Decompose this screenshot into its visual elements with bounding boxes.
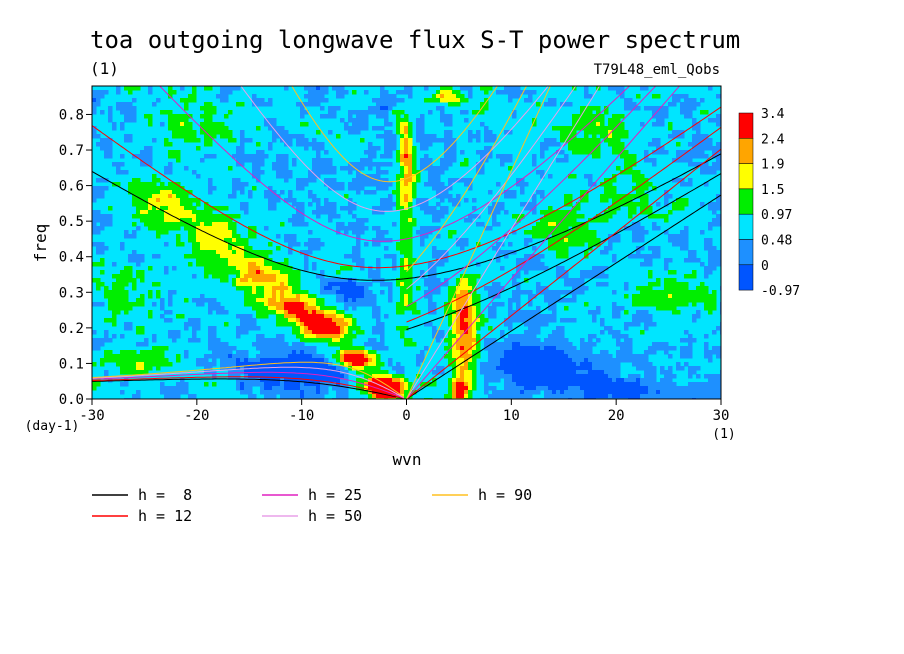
eig0-curve-h12 bbox=[406, 126, 721, 323]
heatmap-field bbox=[92, 86, 721, 399]
inertia-gravity-curve-h8 bbox=[92, 153, 721, 281]
colorbar-swatch bbox=[738, 188, 754, 215]
y-tick-label: 0.3 bbox=[59, 285, 84, 301]
colorbar-level-label: 0 bbox=[761, 259, 769, 274]
y-unit-label: (day-1) bbox=[25, 419, 80, 434]
y-tick-label: 0.2 bbox=[59, 321, 84, 337]
inertia-gravity-curve-h90 bbox=[291, 86, 498, 183]
kelvin-curve-h8 bbox=[406, 194, 721, 399]
inertia-gravity-curve-h25 bbox=[159, 86, 631, 242]
eig0-curve-h90 bbox=[406, 86, 528, 273]
eig0-curve-h50 bbox=[406, 86, 577, 290]
colorbar-level-label: 0.48 bbox=[761, 234, 792, 249]
y-tick-label: 0.8 bbox=[59, 107, 84, 123]
legend-label: h = 50 bbox=[308, 507, 362, 525]
rossby-curve-h25 bbox=[92, 371, 405, 399]
kelvin-curve-h12 bbox=[406, 148, 721, 399]
x-tick-label: -30 bbox=[79, 408, 104, 424]
colorbar-swatch bbox=[738, 112, 754, 139]
y-tick-label: 0.7 bbox=[59, 143, 84, 159]
eig0-curve-h8 bbox=[406, 173, 721, 330]
y-tick-label: 0.4 bbox=[59, 250, 84, 266]
run-label: T79L48_eml_Qobs bbox=[594, 62, 720, 78]
chart-subtitle: (1) bbox=[90, 59, 119, 78]
rossby-curve-h8 bbox=[92, 378, 404, 399]
kelvin-curve-h50 bbox=[406, 86, 601, 399]
colorbar-swatch bbox=[738, 264, 754, 291]
x-tick-label: 20 bbox=[608, 408, 625, 424]
rossby-curve-h50 bbox=[92, 366, 405, 399]
colorbar-level-label: 2.4 bbox=[761, 132, 785, 147]
colorbar-swatch bbox=[738, 213, 754, 240]
eig0-curve-h25 bbox=[406, 86, 657, 308]
colorbar-level-label: 1.5 bbox=[761, 183, 784, 198]
y-tick-label: 0.6 bbox=[59, 179, 84, 195]
legend-label: h = 25 bbox=[308, 486, 362, 504]
kelvin-curve-h25 bbox=[406, 86, 681, 399]
colorbar-level-label: 3.4 bbox=[761, 107, 785, 122]
y-axis: 0.0 0.1 0.2 0.3 0.4 0.5 0.6 0.7 0.8 bbox=[59, 107, 92, 408]
colorbar-level-label: -0.97 bbox=[761, 284, 800, 299]
x-axis: -30 -20 -10 0 10 20 30 bbox=[79, 399, 729, 424]
colorbar: 3.4 2.4 1.9 1.5 0.97 0.48 0 -0.97 bbox=[738, 107, 800, 299]
x-tick-label: -10 bbox=[289, 408, 314, 424]
inertia-gravity-curve-h12 bbox=[92, 106, 721, 269]
x-tick-label: 0 bbox=[402, 408, 410, 424]
colorbar-level-label: 0.97 bbox=[761, 208, 792, 223]
inertia-gravity-curve-h50 bbox=[240, 86, 549, 212]
x-tick-label: -20 bbox=[184, 408, 209, 424]
chart-title: toa outgoing longwave flux S-T power spe… bbox=[90, 26, 740, 54]
colorbar-swatch bbox=[738, 239, 754, 266]
y-tick-label: 0.1 bbox=[59, 356, 84, 372]
x-unit-label: (1) bbox=[712, 427, 735, 442]
colorbar-level-label: 1.9 bbox=[761, 158, 784, 173]
legend-label: h = 90 bbox=[478, 486, 532, 504]
x-axis-label: wvn bbox=[393, 450, 422, 469]
y-tick-label: 0.5 bbox=[59, 214, 84, 230]
colorbar-swatch bbox=[738, 163, 754, 190]
y-axis-label: freq bbox=[31, 224, 50, 263]
kelvin-curve-h90 bbox=[406, 86, 551, 399]
legend-label: h = 8 bbox=[138, 486, 192, 504]
colorbar-swatch bbox=[738, 138, 754, 164]
x-tick-label: 30 bbox=[713, 408, 730, 424]
y-tick-label: 0.0 bbox=[59, 392, 84, 408]
legend: h = 8 h = 12 h = 25 h = 50 h = 90 bbox=[92, 486, 532, 525]
legend-label: h = 12 bbox=[138, 507, 192, 525]
x-tick-label: 10 bbox=[503, 408, 520, 424]
rossby-curve-h90 bbox=[92, 361, 405, 398]
rossby-curve-h12 bbox=[92, 376, 405, 399]
dispersion-curves bbox=[92, 86, 721, 399]
